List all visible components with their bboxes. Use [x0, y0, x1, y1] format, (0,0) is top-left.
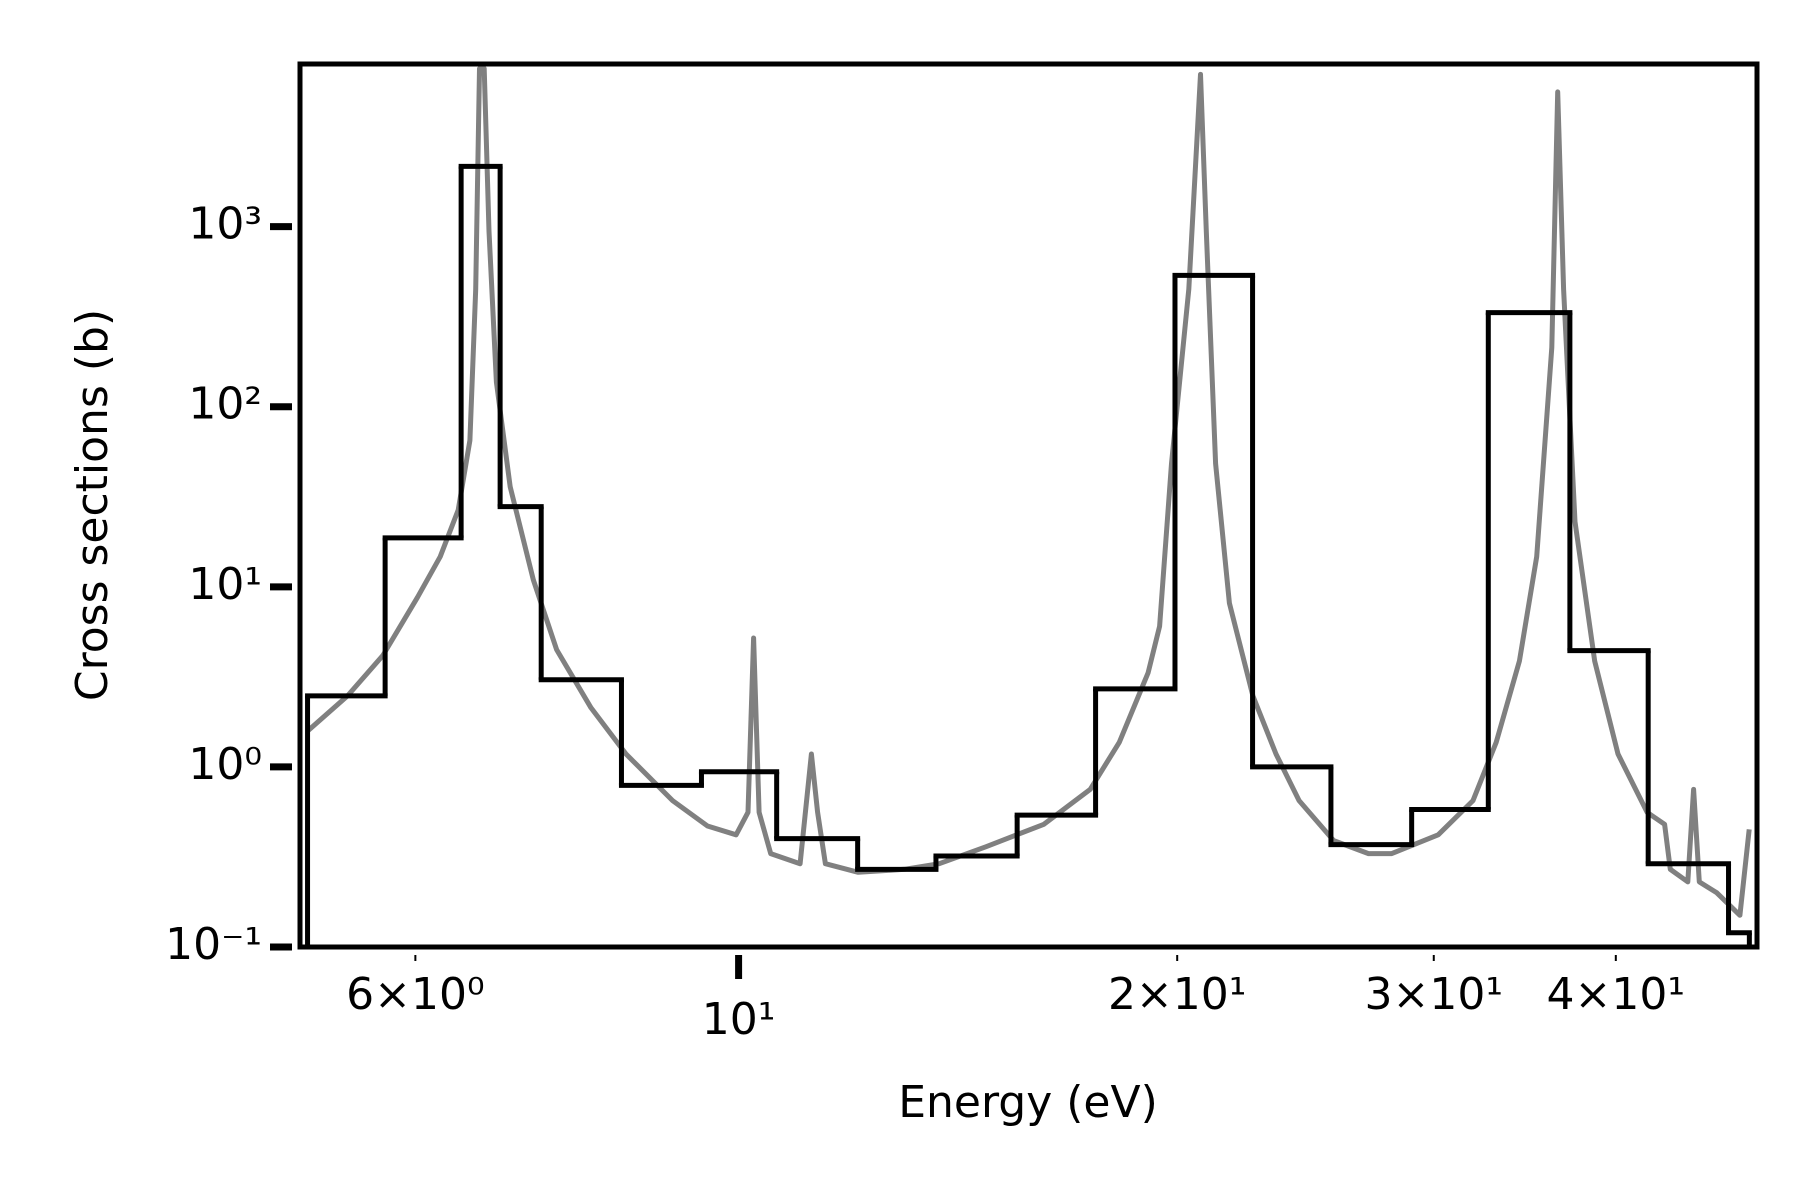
- y-tick-label: 10¹: [188, 559, 262, 610]
- y-tick-label: 10²: [188, 379, 262, 430]
- x-tick-label: 10¹: [702, 994, 776, 1045]
- curve: [305, 66, 1752, 918]
- y-tick-label: 10⁰: [188, 739, 262, 790]
- x-tick-label: 4×10¹: [1547, 969, 1686, 1020]
- y-tick-label: 10⁻¹: [165, 919, 262, 970]
- x-tick-label: 2×10¹: [1108, 969, 1247, 1020]
- plot-frame: [297, 61, 1760, 950]
- x-tick-label: 3×10¹: [1365, 969, 1504, 1020]
- y-tick-label: 10³: [188, 199, 262, 250]
- plot-area: [305, 66, 1752, 947]
- x-tick-label: 6×10⁰: [346, 969, 485, 1020]
- y-axis-label: Cross sections (b): [67, 309, 118, 701]
- x-axis-label: Energy (eV): [898, 1077, 1158, 1128]
